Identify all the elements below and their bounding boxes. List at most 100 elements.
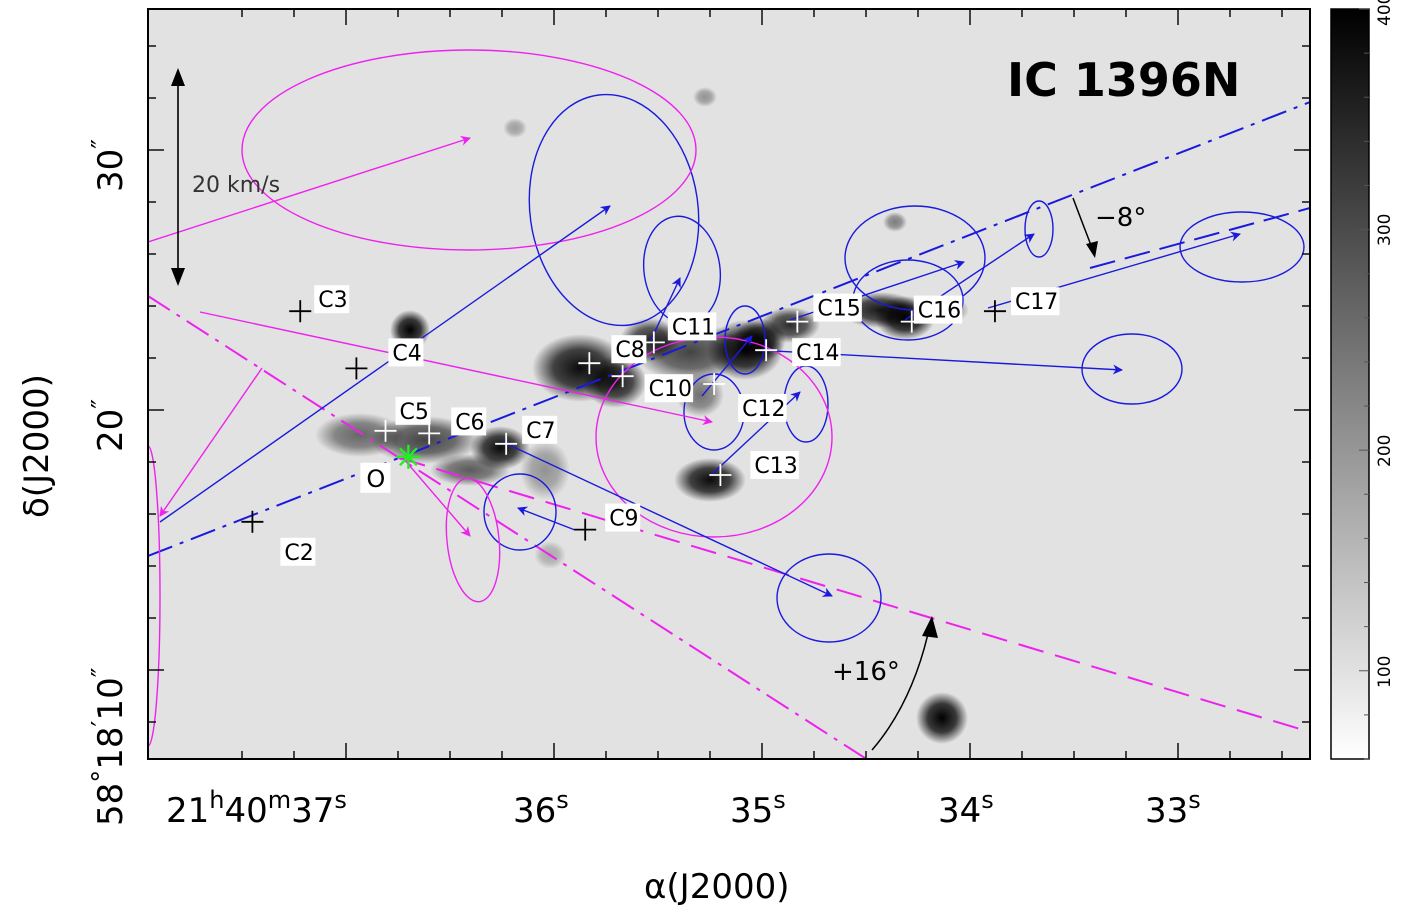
plot-background (148, 9, 1310, 759)
blue-arrow-1 (649, 277, 681, 343)
emission-blob-19 (503, 118, 527, 138)
angle-arc-plus16-head (922, 616, 938, 638)
core-label: C13 (754, 454, 797, 479)
velocity-scale-label: 20 km/s (192, 173, 280, 198)
core-label: C15 (817, 297, 860, 322)
cores: C2 C3 C4 C5 C6 C7 C8 C9 C10 C11 C12 C13 C14 C15 C16 C17… (241, 285, 1060, 566)
core-label-box (395, 396, 431, 425)
core-c10: C10 (611, 365, 694, 403)
core-label-box (280, 537, 316, 566)
x-tick-label-0: 21h40m37s (166, 786, 347, 831)
core-label-box (1010, 287, 1060, 316)
blue-arrow-8 (502, 441, 833, 597)
core-label-box (738, 394, 787, 422)
emission-blob-17 (916, 692, 968, 744)
colorbar-tick-200: 200 (1375, 435, 1395, 467)
emission-blob-20 (883, 212, 907, 232)
blue-arrow-0 (159, 205, 611, 523)
angle-arc-minus8-head (1086, 241, 1098, 258)
core-label: C4 (392, 341, 421, 366)
core-label: C7 (526, 419, 555, 444)
blue-arrow-2 (701, 335, 753, 397)
colorbar-ticks (1359, 8, 1369, 760)
core-label: C3 (318, 288, 347, 313)
origin-star-stroke (399, 447, 418, 467)
x-tick-33s: 33s (1145, 786, 1201, 831)
blue-ellipse-10 (776, 553, 882, 643)
blue-ellipse-6 (1024, 200, 1054, 258)
magenta-ellipse-3 (148, 445, 161, 747)
core-label-box (792, 338, 841, 367)
overlay (148, 49, 1310, 759)
blue-ellipse-0 (528, 93, 700, 327)
core-label-box (605, 503, 641, 532)
magenta-ellipse-2 (445, 477, 501, 603)
axis-line-magenta-dashdot (148, 295, 869, 759)
x-tick-35s: 35s (730, 786, 786, 831)
core-label-box (388, 338, 424, 367)
emission-blob-3 (520, 440, 570, 500)
core-c12: C12 (703, 373, 787, 422)
core-c2: C2 (241, 510, 316, 566)
magenta-arrow-1 (199, 311, 713, 425)
core-label-box (667, 312, 717, 341)
core-c5: C5 (374, 396, 431, 442)
core-label: C12 (742, 397, 785, 422)
colorbar-tick-100: 100 (1375, 656, 1395, 688)
core-label: C9 (609, 507, 638, 532)
colorbar (1330, 8, 1370, 760)
core-label: C14 (796, 341, 839, 366)
angle-label-plus16: +16° (832, 657, 900, 687)
core-c17: C17 (983, 287, 1060, 323)
core-c7: C7 (495, 415, 558, 455)
x-tick-21h40m37s: 21h40m37s (166, 786, 347, 831)
x-tick-34s: 34s (938, 786, 994, 831)
core-label-box (813, 293, 862, 322)
x-tick-36s: 36s (513, 786, 569, 831)
core-c9: C9 (574, 503, 641, 541)
magenta-arrow-3 (159, 367, 263, 517)
core-c14: C14 (755, 338, 841, 367)
emission-blob-10 (760, 307, 820, 343)
y-tick-30: 30″ (87, 139, 131, 192)
core-c11: C11 (642, 312, 717, 354)
core-label-box (451, 407, 487, 436)
blue-arrow-9 (517, 506, 576, 531)
core-c16: C16 (900, 295, 963, 333)
core-c4: C4 (345, 338, 424, 380)
plot-frame (147, 8, 1311, 760)
core-label-box (913, 295, 963, 324)
axis-line-blue-dashed (1089, 207, 1310, 269)
blue-ellipse-8 (1081, 333, 1183, 405)
magenta-arrow-2 (402, 457, 471, 537)
axis-line-blue-dashdot (148, 101, 1310, 557)
blue-ellipse-9 (483, 473, 557, 551)
blue-ellipse-2 (724, 305, 766, 375)
core-label-box (750, 451, 799, 479)
axis-line-magenta-dashed (399, 457, 1310, 733)
core-label: C11 (672, 315, 715, 340)
axis-ticks (148, 9, 1310, 759)
core-label: C16 (918, 299, 961, 324)
emission-blob-18 (693, 87, 717, 107)
core-label: C10 (649, 377, 692, 402)
core-label: C5 (400, 400, 429, 425)
core-label-box (644, 374, 694, 403)
chart-title: IC 1396N (1007, 53, 1240, 107)
core-c13: C13 (709, 451, 799, 486)
origin-label: O (366, 465, 385, 493)
y-tick-20: 20″ (87, 399, 131, 452)
velocity-scale-head-bottom (171, 268, 185, 286)
magenta-ellipse-0 (241, 49, 697, 251)
emission-blob-11 (674, 458, 746, 502)
core-label: C6 (455, 410, 484, 435)
core-c8: C8 (578, 335, 647, 375)
blue-ellipse-7 (1179, 211, 1305, 283)
emission-blob-22 (430, 454, 510, 486)
core-c15: C15 (786, 293, 862, 333)
colorbar-tick-400: 400 (1375, 0, 1395, 26)
y-axis-label: δ(J2000) (17, 374, 57, 518)
origin-marker: O (360, 444, 421, 493)
core-c3: C3 (289, 285, 350, 323)
